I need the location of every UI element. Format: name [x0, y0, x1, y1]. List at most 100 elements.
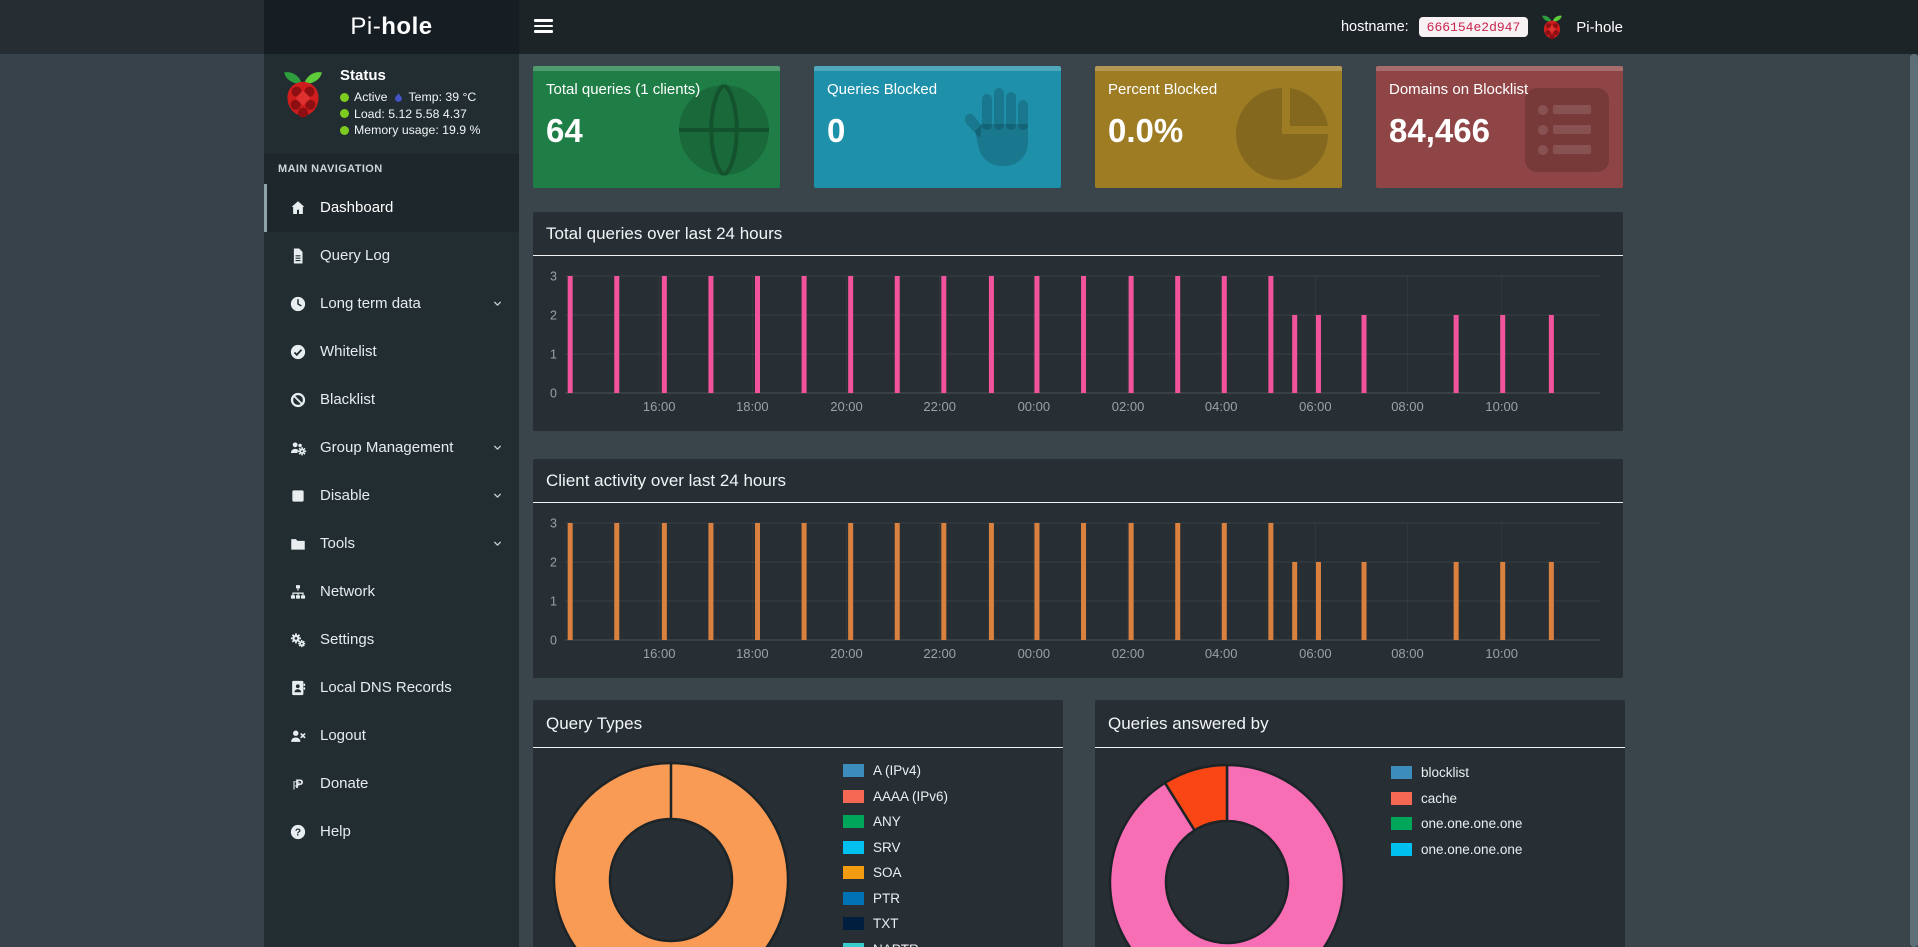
- chevron-down-icon: [490, 296, 505, 311]
- legend-label: blocklist: [1421, 765, 1470, 780]
- panel-title: Query Types: [546, 713, 643, 733]
- sidebar-item-query-log[interactable]: Query Log: [264, 232, 519, 280]
- sidebar-item-tools[interactable]: Tools: [264, 520, 519, 568]
- status-dot-memory: [340, 125, 349, 135]
- svg-text:?: ?: [295, 827, 301, 838]
- sidebar-item-disable[interactable]: Disable: [264, 472, 519, 520]
- card-percent-blocked: Percent Blocked 0.0%: [1095, 66, 1342, 188]
- chevron-down-icon: [490, 488, 505, 503]
- hostname-value-badge: 666154e2d947: [1418, 17, 1529, 37]
- main-content: Total queries (1 clients) 64 Queries Block…: [519, 54, 1918, 947]
- total-queries-bar-chart: 0 1 2 3 16:00 18:00 20:00 22:00 00:00 02:00 04:00 0…: [533, 256, 1623, 425]
- sidebar-nav-list: Dashboard Query Log Long term data Whitelis…: [264, 183, 519, 856]
- hamburger-menu-icon[interactable]: [534, 19, 554, 35]
- sidebar-item-help[interactable]: ? Help: [264, 808, 519, 856]
- legend-item-txt[interactable]: TXT: [843, 915, 948, 932]
- legend-color-swatch: [843, 840, 864, 854]
- client-activity-bar-chart: 0 1 2 3 16:00 18:00 20:00 22:00 00:00 02:00 04:00 0…: [533, 503, 1623, 672]
- sidebar-item-label: Local DNS Records: [320, 679, 452, 696]
- status-temp-label: Temp: 39 °C: [408, 90, 477, 104]
- status-dot-active: [340, 92, 349, 102]
- panel-title: Queries answered by: [1108, 713, 1269, 733]
- card-top-strip: [814, 66, 1061, 71]
- sidebar-item-label: Whitelist: [320, 343, 377, 360]
- svg-text:06:00: 06:00: [1299, 399, 1332, 414]
- svg-text:02:00: 02:00: [1112, 646, 1145, 661]
- globe-icon: [679, 83, 769, 177]
- product-name: Pi-hole: [1576, 18, 1623, 36]
- legend-item-srv[interactable]: SRV: [843, 839, 948, 856]
- panel-queries-answered-by: Queries answered by blocklist cache one.on…: [1095, 700, 1625, 947]
- svg-text:16:00: 16:00: [643, 646, 676, 661]
- card-domains-on-blocklist: Domains on Blocklist 84,466: [1376, 66, 1623, 188]
- stop-icon: [292, 489, 304, 502]
- sidebar-item-network[interactable]: Network: [264, 568, 519, 616]
- panel-total-queries-chart: Total queries over last 24 hours 0 1 2 3 16:…: [533, 212, 1623, 431]
- sidebar-item-label: Tools: [320, 535, 356, 552]
- sidebar-item-dashboard[interactable]: Dashboard: [264, 183, 519, 232]
- legend-item-cache[interactable]: cache: [1391, 790, 1522, 807]
- svg-text:04:00: 04:00: [1205, 646, 1238, 661]
- card-value: 84,466: [1389, 112, 1490, 149]
- sidebar-item-donate[interactable]: P P Donate: [264, 760, 519, 808]
- status-row-memory: Memory usage: 19.9 %: [340, 123, 480, 137]
- sidebar-item-local-dns-records[interactable]: Local DNS Records: [264, 664, 519, 712]
- sidebar-item-settings[interactable]: Settings: [264, 616, 519, 664]
- legend-color-swatch: [1391, 842, 1412, 856]
- gears-icon: [290, 632, 306, 647]
- legend-item-a-ipv4[interactable]: A (IPv4): [843, 762, 948, 779]
- svg-text:16:00: 16:00: [643, 399, 676, 414]
- query-types-legend: A (IPv4) AAAA (IPv6) ANY SRV SOA PTR TXT NAPTR: [843, 762, 948, 947]
- legend-item-aaaa-ipv6[interactable]: AAAA (IPv6): [843, 788, 948, 805]
- svg-text:10:00: 10:00: [1485, 399, 1518, 414]
- bar-chart-canvas: 0 1 2 3 16:00 18:00 20:00 22:00 00:00 02:00 04:00 0…: [550, 270, 1600, 414]
- sidebar: Status Active Temp: 39 °C Load: 5.12 5.5…: [264, 54, 519, 947]
- user-times-icon: [291, 730, 306, 742]
- card-title: Percent Blocked: [1108, 81, 1218, 98]
- scrollbar-thumb[interactable]: [1909, 54, 1918, 947]
- legend-item-one-one-one-one[interactable]: one.one.one.one: [1391, 815, 1522, 832]
- svg-text:08:00: 08:00: [1391, 646, 1424, 661]
- svg-text:P: P: [295, 776, 303, 790]
- legend-color-swatch: [1391, 791, 1412, 805]
- card-value: 64: [546, 112, 583, 149]
- pihole-berry-logo: [276, 65, 330, 123]
- legend-color-swatch: [843, 815, 864, 828]
- sidebar-item-label: Group Management: [320, 439, 454, 456]
- legend-item-any[interactable]: ANY: [843, 813, 948, 830]
- left-background-band: [0, 54, 264, 947]
- ban-icon: [290, 392, 306, 407]
- panel-header: Client activity over last 24 hours: [533, 459, 1623, 503]
- sidebar-item-blacklist[interactable]: Blacklist: [264, 376, 519, 424]
- legend-item-naptr[interactable]: NAPTR: [843, 941, 948, 947]
- legend-color-swatch: [843, 764, 864, 777]
- brand-bold: hole: [381, 13, 433, 40]
- legend-label: SOA: [873, 865, 902, 880]
- sidebar-item-label: Long term data: [320, 295, 421, 312]
- status-title: Status: [340, 67, 386, 84]
- sidebar-item-logout[interactable]: Logout: [264, 712, 519, 760]
- donut-chart-canvas: [552, 761, 790, 947]
- sidebar-item-group-management[interactable]: Group Management: [264, 424, 519, 472]
- sidebar-item-label: Disable: [320, 487, 371, 504]
- top-navbar: Pi-hole hostname: 666154e2d947 Pi-hole: [0, 0, 1918, 54]
- sidebar-item-label: Logout: [320, 727, 366, 744]
- chevron-down-icon: [490, 440, 505, 455]
- brand-prefix: Pi-: [350, 13, 382, 40]
- status-dot-load: [340, 109, 349, 118]
- sidebar-item-whitelist[interactable]: Whitelist: [264, 328, 519, 376]
- legend-label: PTR: [873, 890, 900, 906]
- legend-item-soa[interactable]: SOA: [843, 864, 948, 881]
- sidebar-item-long-term-data[interactable]: Long term data: [264, 280, 519, 328]
- svg-text:1: 1: [550, 348, 557, 362]
- legend-color-swatch: [843, 942, 864, 947]
- legend-label: one.one.one.one: [1421, 841, 1523, 857]
- panel-title: Client activity over last 24 hours: [546, 470, 786, 490]
- sidebar-brand[interactable]: Pi-hole: [264, 0, 519, 54]
- sidebar-item-label: Dashboard: [320, 199, 394, 216]
- legend-item-ptr[interactable]: PTR: [843, 890, 948, 907]
- legend-item-blocklist[interactable]: blocklist: [1391, 764, 1522, 781]
- address-book-icon: [292, 680, 306, 695]
- legend-item-one-one-one-one[interactable]: one.one.one.one: [1391, 841, 1522, 858]
- pihole-berry-icon: [1538, 13, 1566, 41]
